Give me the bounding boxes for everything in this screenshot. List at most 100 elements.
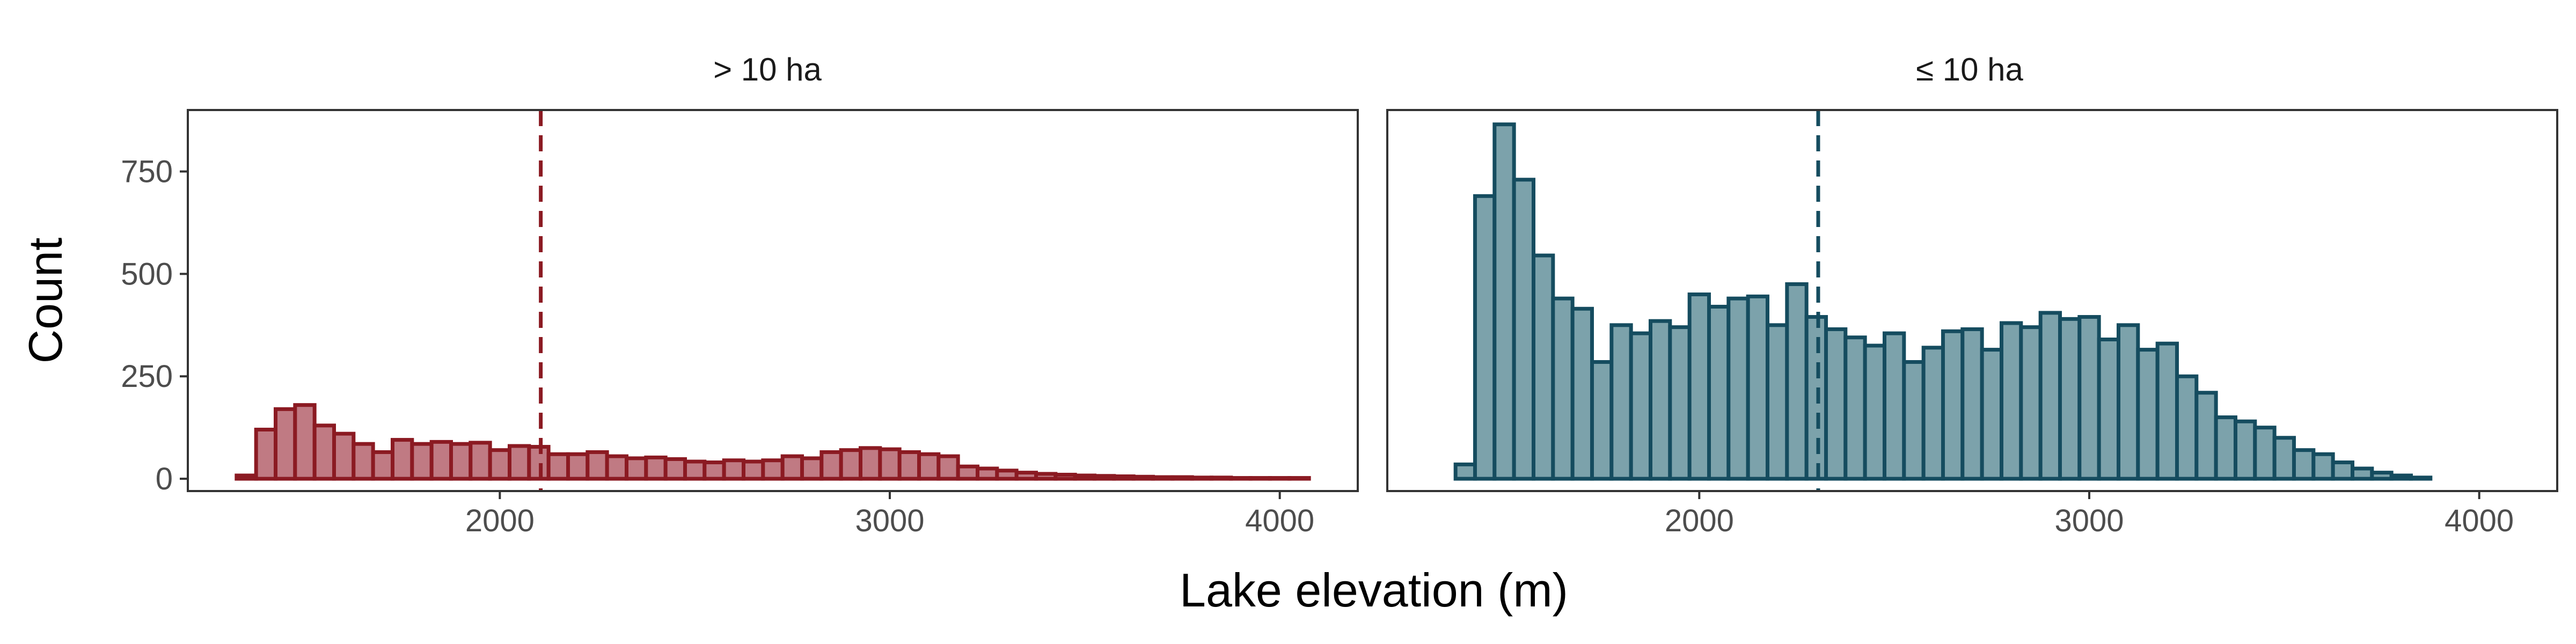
histogram-bar	[1073, 473, 1096, 481]
histogram-bar	[2117, 323, 2140, 481]
histogram-bar	[1746, 294, 1770, 481]
histogram-bar	[1902, 360, 1926, 481]
histogram-bar	[2136, 348, 2160, 481]
histogram-bar	[2389, 473, 2413, 481]
histogram-bar	[2097, 338, 2121, 481]
histogram-bar	[1766, 323, 1789, 481]
histogram-bar	[956, 464, 979, 481]
histogram-bar	[1532, 253, 1555, 481]
histogram-bar	[722, 458, 745, 481]
histogram-bar	[1229, 476, 1253, 481]
y-tick-label: 750	[121, 155, 173, 189]
x-tick-label: 3000	[855, 503, 924, 538]
histogram-bar	[1131, 474, 1155, 481]
histogram-bar	[449, 442, 473, 481]
y-axis-ticks: 0 250 500 750	[121, 155, 188, 496]
histogram-bar	[917, 452, 941, 481]
x-axis-ticks-small: 2000 3000 4000	[1665, 491, 2514, 538]
histogram-bar	[2331, 460, 2354, 481]
histogram-bar	[1668, 325, 1692, 481]
x-axis-ticks-large: 2000 3000 4000	[465, 491, 1314, 538]
histogram-bar	[332, 431, 356, 481]
histogram-bar	[936, 454, 960, 481]
y-tick-label: 250	[121, 359, 173, 394]
histogram-bar	[1921, 346, 1945, 481]
histogram-bar	[2272, 436, 2296, 481]
histogram-bar	[1492, 122, 1516, 481]
histogram-bar	[1804, 315, 1828, 481]
histogram-bar	[508, 444, 531, 481]
histogram-bar	[469, 441, 492, 481]
panel-border-large	[187, 109, 1359, 492]
histogram-bar	[1034, 472, 1058, 481]
histogram-bar	[780, 454, 804, 481]
histogram-bar	[625, 456, 648, 481]
histogram-bar	[312, 423, 336, 481]
histogram-bar	[1726, 296, 1750, 481]
histogram-bar	[1014, 471, 1038, 481]
histogram-bar	[2000, 321, 2023, 481]
y-axis-title: Count	[19, 238, 72, 364]
histogram-bar	[2351, 466, 2374, 481]
histogram-bar	[839, 448, 862, 481]
histogram-bar	[742, 459, 765, 481]
histogram-bar	[546, 452, 570, 481]
histogram-bar	[2155, 341, 2179, 481]
histogram-bar	[2175, 374, 2199, 481]
y-tick-label: 0	[156, 462, 173, 496]
histogram-bar	[976, 466, 999, 481]
histogram-bar	[1287, 476, 1311, 481]
x-tick-label: 3000	[2054, 503, 2124, 538]
histogram-bar	[566, 452, 590, 481]
histogram-bar	[1960, 327, 1984, 481]
panel-border-small	[1386, 109, 2558, 492]
x-tick-label: 2000	[465, 503, 535, 538]
histogram-bar	[1941, 329, 1965, 481]
x-tick-label: 4000	[2445, 503, 2514, 538]
histogram-bar	[995, 469, 1019, 481]
histogram-bar	[2214, 415, 2237, 481]
histogram-bar	[2058, 317, 2082, 481]
histogram-bar	[1609, 323, 1633, 481]
histogram-bar	[1210, 475, 1233, 481]
histogram-bar	[1863, 343, 1887, 481]
y-tick-label: 500	[121, 257, 173, 291]
histogram-bar	[1590, 360, 1614, 481]
histogram-bar	[1980, 348, 2004, 481]
histogram-bar	[1687, 292, 1711, 481]
histogram-bar	[819, 450, 843, 481]
histogram-bar	[1785, 282, 1809, 481]
histogram-bar	[1843, 335, 1867, 481]
histogram-bars-small	[1453, 122, 2433, 481]
histogram-bar	[2194, 391, 2218, 481]
histogram-bar	[2019, 325, 2043, 481]
x-tick-label: 2000	[1665, 503, 1734, 538]
histogram-bar	[2409, 475, 2433, 481]
histogram-bar	[274, 407, 297, 481]
histogram-bar	[1112, 474, 1136, 481]
histogram-bar	[1883, 331, 1906, 481]
histogram-bar	[1453, 462, 1477, 481]
histogram-bar	[391, 438, 414, 481]
histogram-bar	[683, 459, 707, 481]
histogram-bar	[1473, 194, 1497, 481]
histogram-bar	[371, 450, 395, 481]
histogram-bar	[1570, 306, 1594, 481]
histogram-bar	[1824, 327, 1848, 481]
histogram-bar	[2077, 315, 2101, 481]
histogram-bar	[1512, 178, 1536, 481]
histogram-bar	[2234, 419, 2257, 481]
histogram-bar	[1190, 475, 1214, 481]
histogram-bars-large	[235, 403, 1311, 481]
histogram-bar	[488, 448, 512, 481]
x-tick-label: 4000	[1245, 503, 1314, 538]
histogram-bar	[1707, 304, 1731, 481]
histogram-bar	[859, 446, 882, 481]
histogram-bar	[1248, 476, 1272, 481]
histogram-bar	[1268, 476, 1292, 481]
histogram-bar	[429, 440, 453, 481]
histogram-bar	[1629, 331, 1653, 481]
histogram-bar	[293, 403, 317, 481]
histogram-bar	[2038, 311, 2062, 481]
panel-small-lakes: ≤ 10 ha 2000 3000 4000	[1386, 52, 2558, 538]
